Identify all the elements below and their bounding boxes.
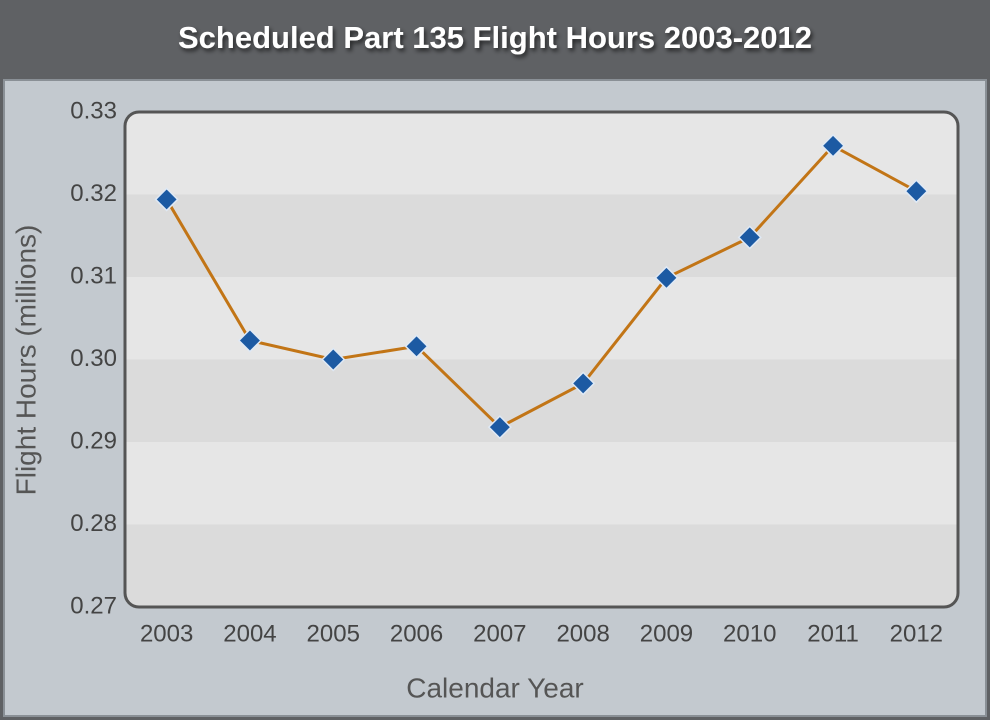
plot-bands — [125, 112, 958, 607]
x-tick-label: 2007 — [473, 620, 526, 647]
plot-border — [123, 110, 960, 609]
marker — [404, 334, 429, 359]
marker — [737, 225, 762, 250]
grid-band — [125, 194, 958, 277]
grid-band — [125, 442, 958, 525]
x-axis-label: Calendar Year — [406, 672, 583, 703]
y-axis-label: Flight Hours (millions) — [10, 225, 41, 496]
grid-band — [125, 277, 958, 360]
marker — [321, 347, 346, 372]
x-tick-label: 2012 — [890, 620, 943, 647]
x-tick-label: 2004 — [223, 620, 276, 647]
y-tick-label: 0.30 — [70, 345, 117, 372]
x-tick-label: 2006 — [390, 620, 443, 647]
chart-title: Scheduled Part 135 Flight Hours 2003-201… — [178, 20, 812, 55]
x-tick-label: 2008 — [556, 620, 609, 647]
y-tick-label: 0.33 — [70, 97, 117, 124]
grid-band — [125, 524, 958, 607]
grid-band — [125, 359, 958, 442]
y-tick-label: 0.28 — [70, 510, 117, 537]
x-tick-label: 2005 — [307, 620, 360, 647]
marker — [487, 415, 512, 440]
marker — [571, 371, 596, 396]
x-tick-label: 2003 — [140, 620, 193, 647]
marker — [904, 179, 929, 204]
x-tick-label: 2011 — [807, 620, 859, 647]
x-tick-label: 2010 — [723, 620, 776, 647]
grid-band — [125, 112, 958, 195]
y-tick-label: 0.27 — [70, 592, 117, 619]
y-tick-label: 0.29 — [70, 427, 117, 454]
marker — [154, 187, 179, 212]
x-tick-label: 2009 — [640, 620, 693, 647]
marker — [654, 265, 679, 290]
line — [165, 143, 918, 429]
y-tick-label: 0.32 — [70, 180, 117, 207]
y-tick-label: 0.31 — [70, 262, 117, 289]
marker — [820, 133, 846, 158]
marker — [237, 328, 263, 353]
